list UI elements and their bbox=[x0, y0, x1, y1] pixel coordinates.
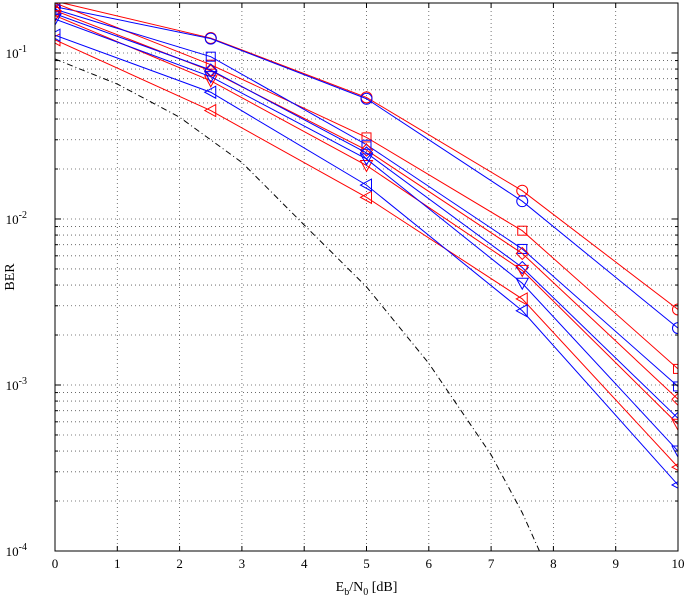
data-point bbox=[671, 392, 678, 407]
data-point bbox=[671, 411, 678, 426]
x-tick-label: 0 bbox=[52, 556, 59, 571]
data-point bbox=[673, 363, 678, 374]
x-tick-label: 3 bbox=[239, 556, 246, 571]
x-tick-label: 1 bbox=[114, 556, 121, 571]
data-point bbox=[204, 32, 217, 45]
data-point bbox=[205, 51, 216, 62]
series-line bbox=[55, 34, 678, 486]
axis-ticks bbox=[54, 2, 679, 552]
data-point bbox=[203, 103, 217, 118]
x-tick-labels: 0 1 2 3 4 5 6 7 8 9 10 bbox=[52, 556, 685, 571]
data-point bbox=[55, 3, 61, 13]
series-2 bbox=[55, 3, 678, 335]
data-point bbox=[361, 139, 372, 150]
x-tick-label: 8 bbox=[550, 556, 557, 571]
y-tick-labels: 10-1 10-2 10-3 10-4 bbox=[6, 44, 27, 559]
data-point bbox=[515, 303, 528, 318]
series-6 bbox=[55, 7, 678, 426]
series-line bbox=[55, 13, 678, 419]
data-point bbox=[515, 264, 530, 278]
x-tick-label: 7 bbox=[488, 556, 495, 571]
data-point bbox=[517, 225, 528, 236]
y-tick-label: 10-3 bbox=[6, 376, 27, 393]
series-line bbox=[55, 39, 678, 468]
data-point bbox=[673, 381, 678, 392]
data-point bbox=[515, 277, 530, 291]
x-tick-label: 9 bbox=[612, 556, 619, 571]
data-point bbox=[55, 13, 62, 27]
data-point bbox=[672, 303, 678, 316]
data-point bbox=[203, 71, 218, 84]
data-point bbox=[359, 143, 374, 157]
grid bbox=[55, 3, 678, 551]
data-point bbox=[205, 59, 216, 70]
data-point bbox=[359, 190, 372, 205]
series-line bbox=[55, 6, 678, 329]
series-3 bbox=[55, 3, 678, 374]
series-line bbox=[60, 3, 678, 310]
y-axis-label: BER bbox=[3, 263, 18, 291]
series-line bbox=[55, 18, 678, 452]
data-point bbox=[360, 92, 373, 105]
series-layer bbox=[55, 3, 678, 551]
plot-frame bbox=[54, 2, 679, 552]
data-point bbox=[516, 184, 529, 197]
data-point bbox=[359, 178, 372, 192]
series-9 bbox=[55, 32, 678, 471]
x-tick-label: 4 bbox=[301, 556, 308, 571]
x-tick-label: 10 bbox=[672, 556, 685, 571]
data-point bbox=[671, 418, 678, 432]
data-point bbox=[672, 322, 678, 335]
y-tick-label: 10-2 bbox=[6, 210, 27, 227]
x-tick-label: 6 bbox=[426, 556, 433, 571]
data-point bbox=[361, 132, 372, 143]
data-point bbox=[359, 159, 374, 173]
y-tick-label: 10-1 bbox=[6, 44, 27, 61]
data-point bbox=[55, 10, 62, 23]
data-point bbox=[359, 153, 374, 166]
data-point bbox=[203, 85, 217, 100]
data-point bbox=[515, 292, 528, 306]
y-tick-label: 10-4 bbox=[6, 542, 27, 559]
series-5 bbox=[55, 3, 678, 407]
data-point bbox=[55, 3, 62, 18]
data-point bbox=[55, 7, 62, 21]
x-tick-label: 5 bbox=[363, 556, 370, 571]
series-line bbox=[55, 3, 678, 370]
data-point bbox=[55, 28, 61, 43]
data-point bbox=[515, 246, 529, 261]
data-point bbox=[203, 75, 218, 88]
x-axis-label: Eb/N0 [dB] bbox=[336, 580, 398, 598]
x-tick-label: 2 bbox=[176, 556, 183, 571]
data-point bbox=[516, 195, 529, 208]
